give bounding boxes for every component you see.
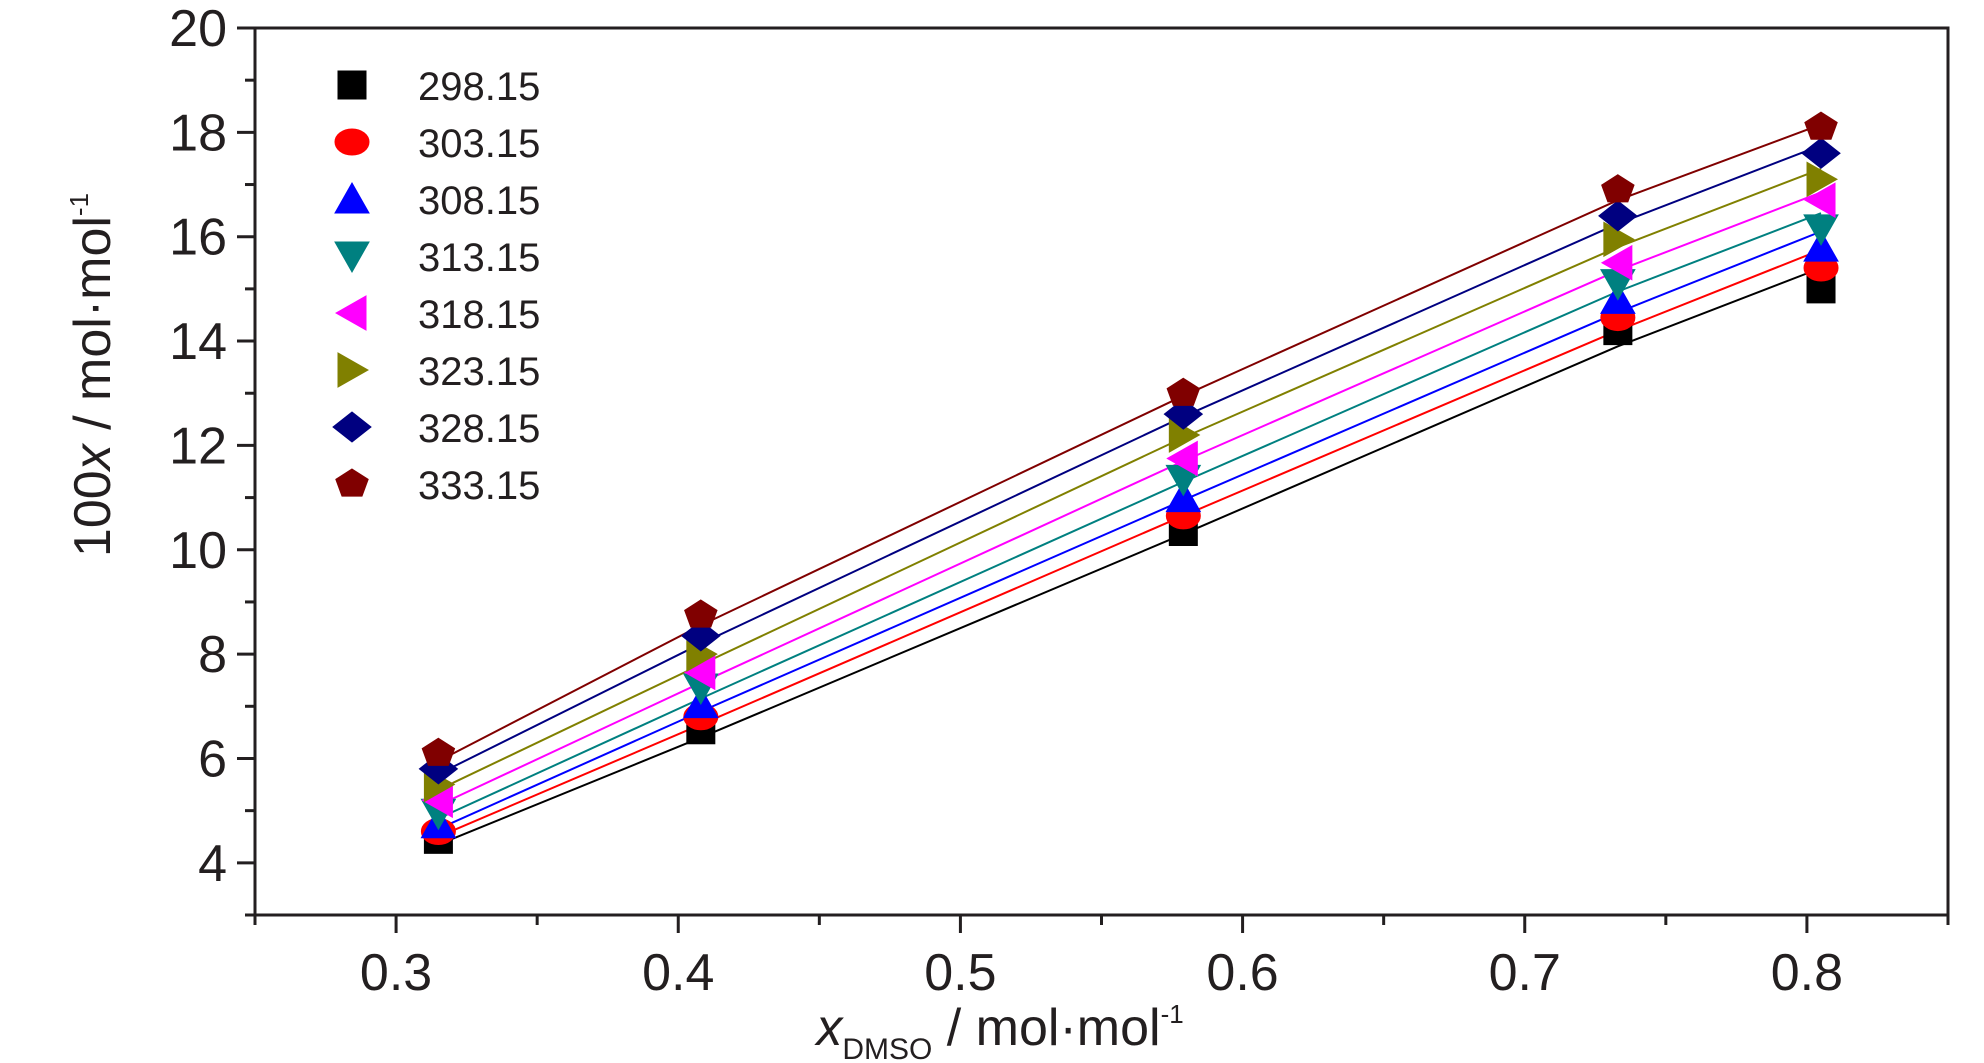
y-tick-label: 12 xyxy=(169,417,227,475)
x-tick-label: 0.6 xyxy=(1206,944,1278,1002)
data-point-318.15 xyxy=(1804,182,1836,219)
x-tick-label: 0.5 xyxy=(924,944,996,1002)
data-point-308.15 xyxy=(1803,230,1839,262)
legend-marker-303.15 xyxy=(334,128,370,156)
x-tick-label: 0.7 xyxy=(1489,944,1561,1002)
legend-marker-333.15 xyxy=(335,468,369,497)
x-axis-title-units: / mol·mol xyxy=(932,999,1160,1057)
legend-label-308.15: 308.15 xyxy=(418,179,540,223)
y-axis-title-superscript: -1 xyxy=(64,193,94,216)
data-markers xyxy=(418,111,1841,854)
y-axis-title-units: / mol·mol xyxy=(64,216,122,444)
x-axis-ticks: 0.3 0.4 0.5 0.6 0.7 0.8 xyxy=(253,915,1950,1002)
legend-label-313.15: 313.15 xyxy=(418,236,540,280)
legend-marker-323.15 xyxy=(337,352,370,388)
legend-label-333.15: 333.15 xyxy=(418,464,540,508)
legend-label-318.15: 318.15 xyxy=(418,293,540,337)
x-tick-label: 0.8 xyxy=(1771,944,1843,1002)
data-point-328.15 xyxy=(1163,398,1204,430)
y-tick-label: 10 xyxy=(169,522,227,580)
y-tick-label: 4 xyxy=(198,835,227,893)
legend-marker-298.15 xyxy=(337,70,367,100)
y-tick-label: 18 xyxy=(169,104,227,162)
y-tick-label: 16 xyxy=(169,209,227,267)
data-point-328.15 xyxy=(1598,200,1638,232)
x-axis-title-subscript: DMSO xyxy=(842,1033,932,1063)
legend-marker-313.15 xyxy=(334,241,370,274)
data-point-333.15 xyxy=(684,599,718,628)
data-point-323.15 xyxy=(1806,161,1839,198)
legend-marker-328.15 xyxy=(332,411,372,443)
data-point-308.15 xyxy=(1165,480,1202,513)
data-point-328.15 xyxy=(1801,137,1841,169)
data-point-313.15 xyxy=(1803,214,1839,246)
legend: 298.15 303.15 308.15 313.15 318.15 323.15 328.… xyxy=(332,65,540,508)
data-point-328.15 xyxy=(681,620,721,652)
legend-label-323.15: 323.15 xyxy=(418,350,540,394)
y-axis-title-prefix: 100 xyxy=(64,470,122,557)
y-axis-title: 100x / mol·mol-1 xyxy=(64,193,122,557)
y-axis-ticks: 4 6 8 10 12 14 16 18 20 xyxy=(169,0,255,917)
fit-line-298.15 xyxy=(438,267,1822,846)
x-tick-label: 0.3 xyxy=(360,944,432,1002)
data-point-333.15 xyxy=(421,737,456,766)
data-point-318.15 xyxy=(1166,440,1198,477)
x-axis-title: xDMSO / mol·mol-1 xyxy=(813,999,1183,1063)
y-tick-label: 20 xyxy=(169,0,227,58)
legend-label-328.15: 328.15 xyxy=(418,407,540,451)
x-axis-title-superscript: -1 xyxy=(1161,999,1184,1029)
y-tick-label: 6 xyxy=(198,730,227,788)
legend-marker-318.15 xyxy=(334,295,367,331)
data-point-318.15 xyxy=(1600,244,1633,281)
data-point-323.15 xyxy=(1603,221,1635,258)
x-tick-label: 0.4 xyxy=(642,944,714,1002)
data-point-333.15 xyxy=(1804,111,1838,140)
data-point-333.15 xyxy=(1601,174,1635,203)
y-tick-label: 14 xyxy=(169,313,227,371)
legend-label-298.15: 298.15 xyxy=(418,65,540,109)
legend-label-303.15: 303.15 xyxy=(418,122,540,166)
y-axis-title-italic: x xyxy=(64,442,122,473)
legend-marker-308.15 xyxy=(334,181,370,214)
y-tick-label: 8 xyxy=(198,626,227,684)
data-point-333.15 xyxy=(1166,377,1201,406)
x-axis-title-prefix: x xyxy=(813,999,844,1057)
